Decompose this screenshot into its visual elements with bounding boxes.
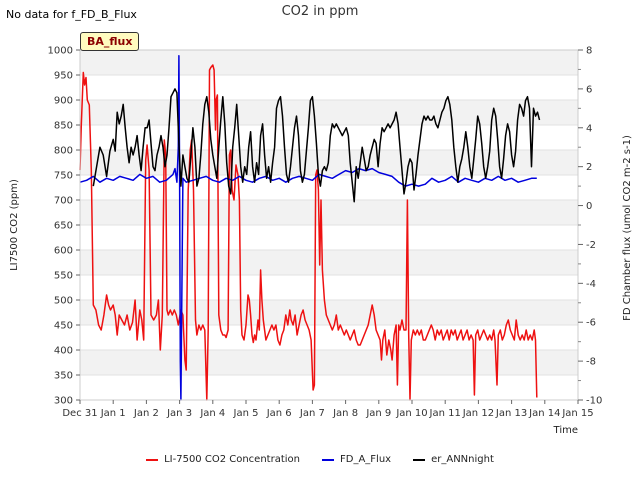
x-tick-label: Jan 1: [100, 408, 126, 419]
legend-label-li7500: LI-7500 CO2 Concentration: [164, 454, 300, 465]
x-tick-label: Jan 7: [299, 408, 325, 419]
y2-tick-label: -2: [586, 240, 596, 251]
y2-tick-label: 8: [586, 46, 592, 57]
y2-tick-label: 0: [586, 201, 592, 212]
series-line-fd-a-flux: [79, 55, 537, 401]
background-band: [80, 350, 578, 375]
x-tick-label: Jan 15: [561, 408, 593, 419]
y-tick-label: 750: [54, 171, 73, 182]
y-tick-label: 1000: [48, 46, 73, 57]
y2-tick-label: -6: [586, 318, 596, 329]
y-tick-labels: 300 350 400 450 500 550 600 650 700 750 800 850 900 9…: [48, 46, 80, 407]
y2-tick-label: 2: [586, 162, 592, 173]
y2-tick-label: -4: [586, 279, 596, 290]
y-tick-label: 350: [54, 371, 73, 382]
x-tick-label: Dec 31: [62, 408, 97, 419]
x-tick-labels: Dec 31 Jan 1 Jan 2 Jan 3 Jan 4 Jan 5 Jan 6 Jan …: [62, 400, 594, 419]
background-band: [80, 50, 578, 75]
legend-label-fd-a-flux: FD_A_Flux: [340, 454, 392, 465]
x-tick-label: Jan 2: [133, 408, 159, 419]
legend-item-fd-a-flux: FD_A_Flux: [322, 454, 391, 465]
y-tick-label: 850: [54, 121, 73, 132]
y-tick-label: 650: [54, 221, 73, 232]
x-tick-label: Jan 12: [462, 408, 494, 419]
x-axis-label: Time: [553, 425, 578, 436]
x-tick-label: Jan 6: [266, 408, 292, 419]
x-tick-label: Jan 4: [199, 408, 225, 419]
x-tick-label: Jan 8: [332, 408, 358, 419]
y-tick-label: 550: [54, 271, 73, 282]
series-line-er-annnight: [92, 88, 541, 203]
chart-title: CO2 in ppm: [281, 4, 359, 19]
series-layer: [79, 55, 541, 401]
y-tick-label: 950: [54, 71, 73, 82]
background-band: [80, 250, 578, 275]
y-tick-label: 300: [54, 396, 73, 407]
x-tick-label: Jan 11: [429, 408, 461, 419]
y-tick-label: 450: [54, 321, 73, 332]
no-data-note: No data for f_FD_B_Flux: [6, 8, 137, 21]
x-tick-label: Jan 13: [495, 408, 527, 419]
y2-tick-label: -8: [586, 357, 596, 368]
y-tick-label: 900: [54, 96, 73, 107]
y2-tick-labels: -10 -8 -6 -4 -2 0 2 4 6 8: [578, 46, 602, 407]
legend-item-er-annnight: er_ANNnight: [413, 454, 494, 465]
background-band: [80, 200, 578, 225]
x-tick-label: Jan 14: [528, 408, 560, 419]
y-tick-label: 700: [54, 196, 73, 207]
x-tick-label: Jan 9: [365, 408, 391, 419]
legend-item-li7500: LI-7500 CO2 Concentration: [146, 454, 300, 465]
y2-tick-label: 4: [586, 123, 592, 134]
x-tick-label: Jan 5: [233, 408, 259, 419]
y-tick-label: 500: [54, 296, 73, 307]
y-tick-label: 400: [54, 346, 73, 357]
y-tick-label: 600: [54, 246, 73, 257]
y2-axis-label: FD Chamber flux (umol CO2 m-2 s-1): [622, 135, 633, 321]
legend: LI-7500 CO2 Concentration FD_A_Flux er_A…: [0, 454, 640, 465]
y-axis-label: LI7500 CO2 (ppm): [9, 179, 20, 271]
background-band: [80, 100, 578, 125]
y2-tick-label: -10: [586, 396, 602, 407]
y-tick-label: 800: [54, 146, 73, 157]
y2-tick-label: 6: [586, 84, 592, 95]
x-tick-label: Jan 3: [166, 408, 192, 419]
legend-swatch-er-annnight: [413, 458, 426, 461]
legend-swatch-fd-a-flux: [322, 458, 334, 461]
legend-swatch-li7500: [146, 458, 159, 461]
ba-flux-badge: BA_flux: [80, 32, 140, 51]
series-line-li-7500-co2-concentration: [79, 64, 538, 401]
legend-label-er-annnight: er_ANNnight: [431, 454, 494, 465]
x-tick-label: Jan 10: [395, 408, 427, 419]
